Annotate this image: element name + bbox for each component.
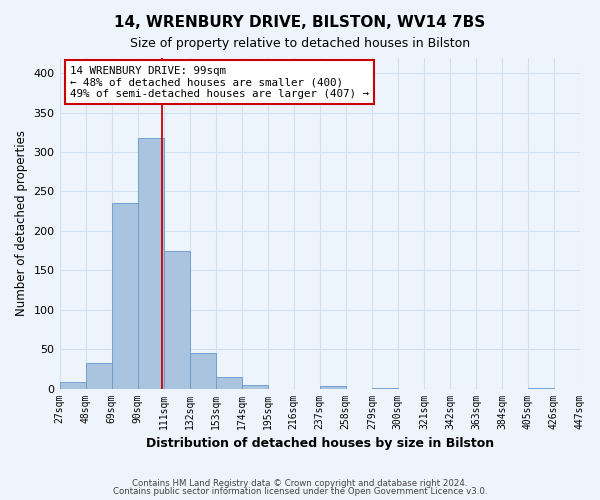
Bar	[242, 384, 268, 388]
Bar	[164, 252, 190, 388]
X-axis label: Distribution of detached houses by size in Bilston: Distribution of detached houses by size …	[146, 437, 494, 450]
Y-axis label: Number of detached properties: Number of detached properties	[15, 130, 28, 316]
Bar	[190, 353, 215, 388]
Bar	[59, 382, 86, 388]
Bar	[112, 202, 137, 388]
Text: 14, WRENBURY DRIVE, BILSTON, WV14 7BS: 14, WRENBURY DRIVE, BILSTON, WV14 7BS	[115, 15, 485, 30]
Text: Contains HM Land Registry data © Crown copyright and database right 2024.: Contains HM Land Registry data © Crown c…	[132, 478, 468, 488]
Text: 14 WRENBURY DRIVE: 99sqm
← 48% of detached houses are smaller (400)
49% of semi-: 14 WRENBURY DRIVE: 99sqm ← 48% of detach…	[70, 66, 369, 99]
Bar	[137, 138, 164, 388]
Text: Contains public sector information licensed under the Open Government Licence v3: Contains public sector information licen…	[113, 487, 487, 496]
Text: Size of property relative to detached houses in Bilston: Size of property relative to detached ho…	[130, 38, 470, 51]
Bar	[86, 362, 112, 388]
Bar	[320, 386, 346, 388]
Bar	[215, 376, 242, 388]
